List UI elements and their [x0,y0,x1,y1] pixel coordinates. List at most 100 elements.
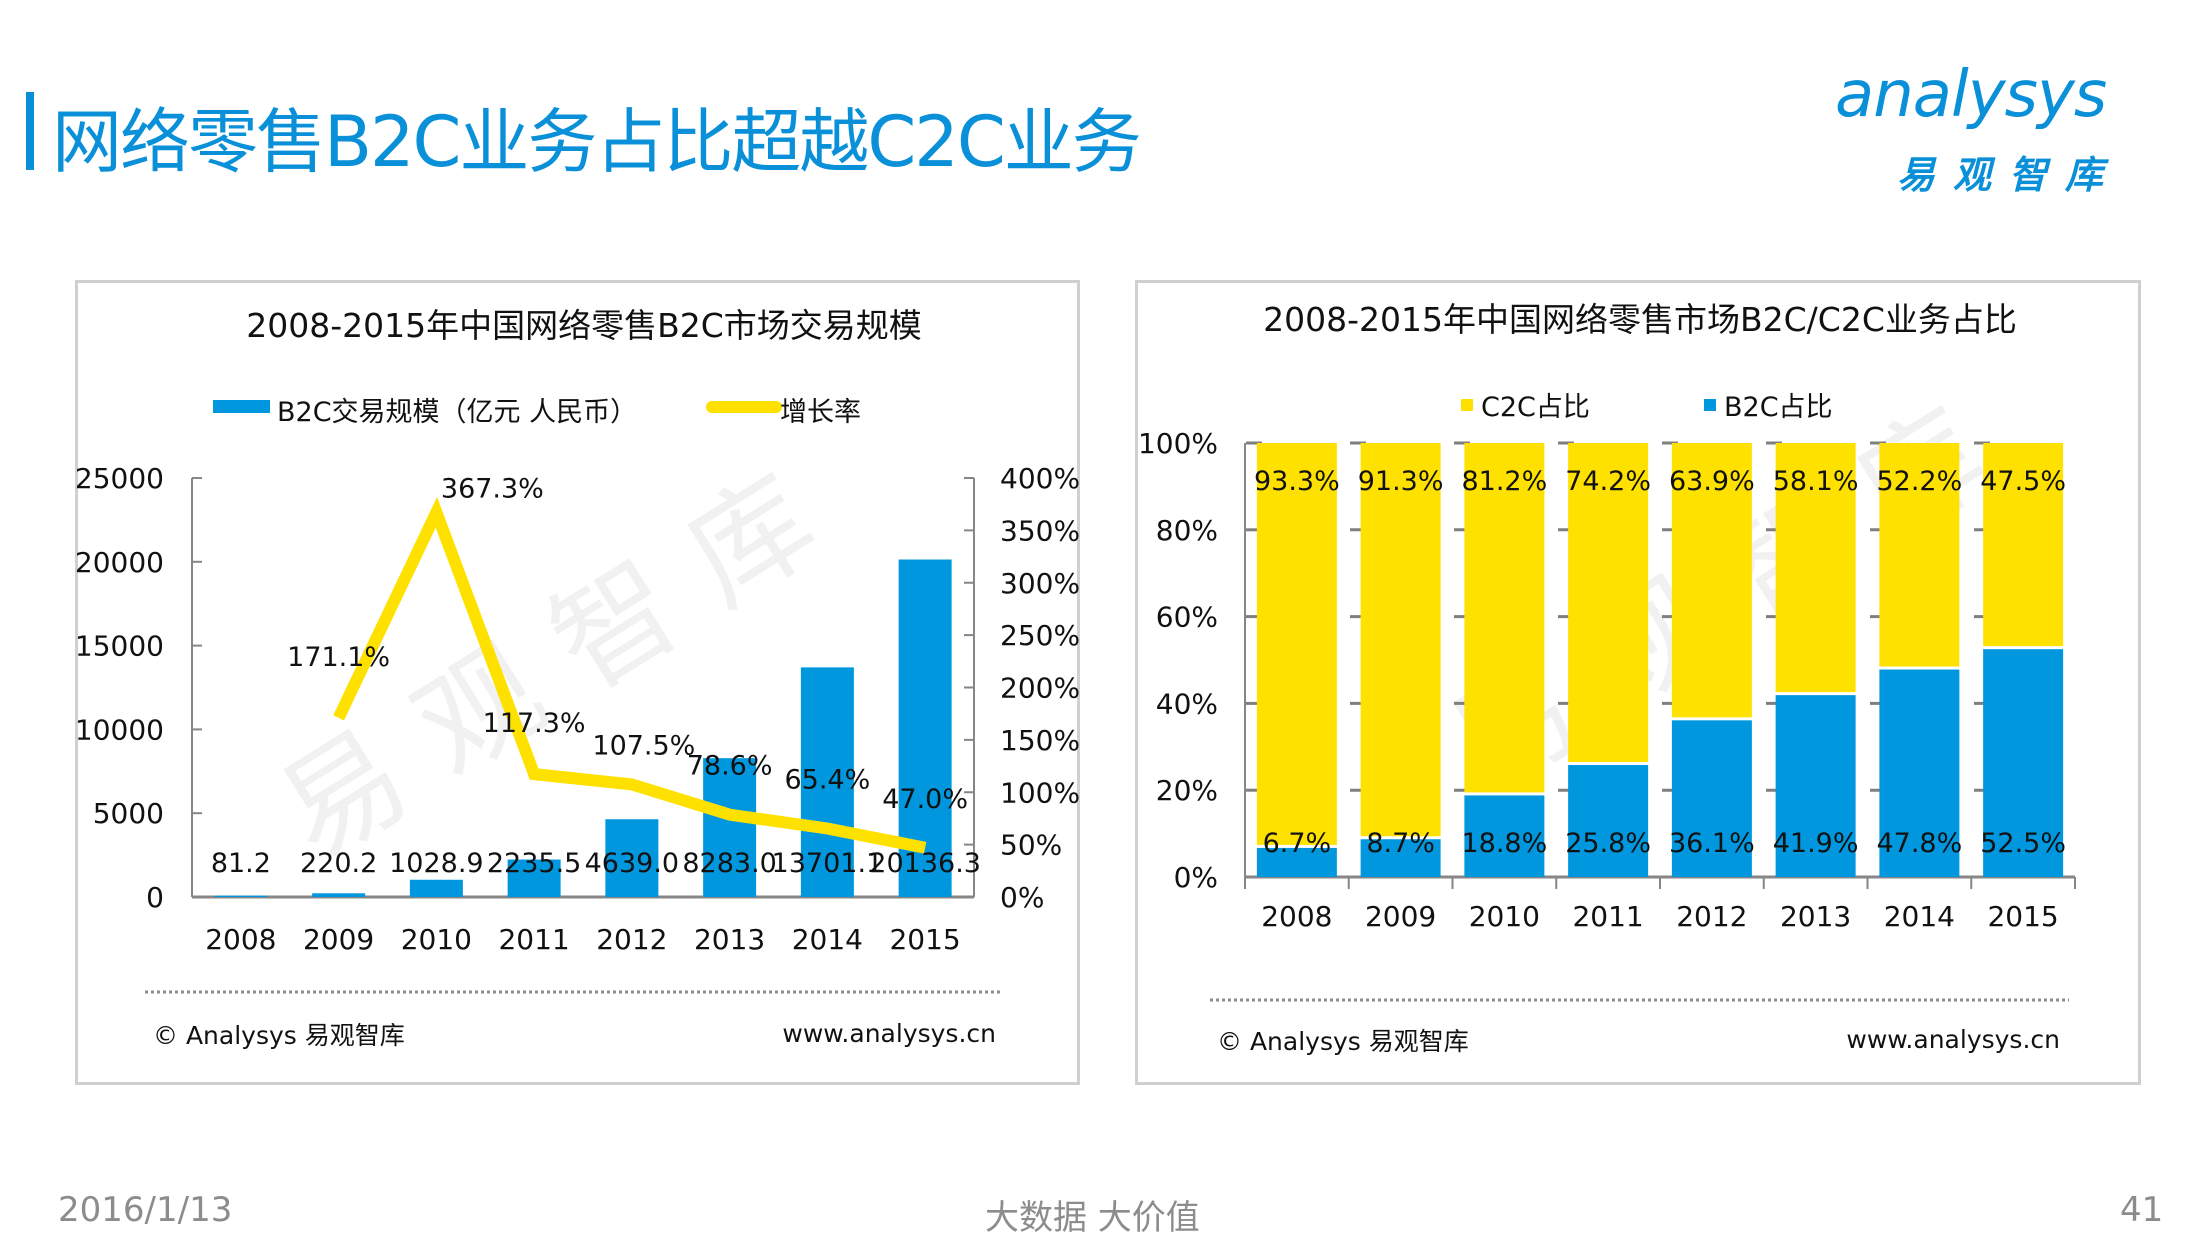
bar-data-label: 2235.5 [487,848,581,879]
b2c-data-label: 36.1% [1669,828,1755,859]
right-tick-label: 350% [1000,514,1080,547]
bar-b2c-2015 [1983,649,2064,877]
source-label: © Analysys 易观智库 [1217,1027,1469,1056]
bar-b2c-2012 [1671,720,1752,877]
bar-2011 [507,859,561,897]
bar-c2c-2013 [1775,443,1856,693]
source-url: www.analysys.cn [782,1019,996,1048]
source-label: © Analysys 易观智库 [153,1021,405,1050]
right-tick-label: 50% [1000,829,1062,862]
right-tick-label: 250% [1000,619,1080,652]
bar-data-label: 4639.0 [585,848,679,879]
line-data-label: 107.5% [592,730,695,761]
title-accent-bar [26,92,34,170]
c2c-data-label: 47.5% [1980,466,2066,497]
bar-c2c-2008 [1256,443,1337,845]
b2c-c2c-share-chart-panel [1135,280,2141,1085]
legend-label-line: 增长率 [780,397,861,428]
bar-data-label: 1028.9 [389,848,483,879]
x-tick-label: 2011 [498,923,569,956]
c2c-data-label: 91.3% [1358,466,1444,497]
left-tick-label: 15000 [75,630,164,663]
c2c-data-label: 81.2% [1461,466,1547,497]
x-tick-label: 2008 [205,923,276,956]
x-tick-label: 2013 [1780,900,1851,933]
bar-b2c-2009 [1360,839,1441,877]
c2c-data-label: 58.1% [1773,466,1859,497]
line-data-label: 47.0% [882,784,968,815]
page-title: 网络零售B2C业务占比超越C2C业务 [52,101,1142,183]
x-tick-label: 2011 [1572,900,1643,933]
left-tick-label: 0 [146,881,164,914]
legend-label-bar: B2C交易规模（亿元 人民币） [277,397,637,428]
bar-2013 [703,758,757,897]
right-tick-label: 400% [1000,462,1080,495]
right-tick-label: 200% [1000,672,1080,705]
bar-2014 [800,667,854,897]
bar-b2c-2010 [1464,795,1545,877]
line-data-label: 367.3% [441,473,544,504]
line-data-label: 171.1% [287,642,390,673]
bar-b2c-2011 [1568,765,1649,877]
bar-data-label: 8283.0 [682,848,776,879]
logo-chinese: 易观智库 [1897,153,2122,197]
x-tick-label: 2009 [303,923,374,956]
bar-b2c-2013 [1775,695,1856,877]
right-tick-label: 150% [1000,724,1080,757]
right-tick-label: 0% [1000,881,1044,914]
footer-date: 2016/1/13 [58,1190,233,1230]
bar-c2c-2015 [1983,443,2064,647]
b2c-data-label: 25.8% [1565,828,1651,859]
c2c-data-label: 74.2% [1565,466,1651,497]
source-url: www.analysys.cn [1846,1025,2060,1054]
y-tick-label: 100% [1138,427,1218,460]
bar-data-label: 20136.3 [869,848,981,879]
legend-swatch-bar [213,400,270,413]
left-tick-label: 20000 [75,546,164,579]
x-tick-label: 2015 [889,923,960,956]
bar-2012 [605,819,659,897]
b2c-data-label: 41.9% [1773,828,1859,859]
c2c-data-label: 63.9% [1669,466,1755,497]
analysys-logo: analysys 易观智库 [1835,58,2155,198]
legend-swatch-b2c [1704,399,1716,411]
y-tick-label: 0% [1174,861,1218,894]
bar-data-label: 81.2 [211,848,271,879]
y-tick-label: 20% [1156,774,1218,807]
b2c-data-label: 47.8% [1876,828,1962,859]
bar-2009 [312,893,366,897]
y-tick-label: 60% [1156,601,1218,634]
b2c-data-label: 18.8% [1461,828,1547,859]
legend-label-b2c: B2C占比 [1724,392,1833,423]
chart-title: 2008-2015年中国网络零售B2C市场交易规模 [246,306,922,345]
b2c-data-label: 6.7% [1263,828,1332,859]
legend-swatch-c2c [1461,399,1473,411]
y-tick-label: 40% [1156,687,1218,720]
line-data-label: 65.4% [784,764,870,795]
bar-c2c-2014 [1879,443,1960,667]
x-tick-label: 2009 [1365,900,1436,933]
right-tick-label: 100% [1000,776,1080,809]
x-tick-label: 2013 [694,923,765,956]
left-tick-label: 25000 [75,462,164,495]
b2c-data-label: 52.5% [1980,828,2066,859]
bar-c2c-2010 [1464,443,1545,793]
bar-c2c-2009 [1360,443,1441,837]
page-number: 41 [2120,1190,2164,1230]
bar-c2c-2012 [1671,443,1752,718]
bar-2010 [409,879,463,897]
chart-title: 2008-2015年中国网络零售市场B2C/C2C业务占比 [1263,300,2017,339]
bar-data-label: 13701.1 [772,848,884,879]
logo-wordmark: analysys [1835,58,2107,132]
c2c-data-label: 52.2% [1876,466,1962,497]
bar-data-label: 220.2 [300,848,377,879]
left-tick-label: 10000 [75,713,164,746]
b2c-scale-chart-panel [75,280,1080,1085]
bar-2008 [214,895,268,897]
c2c-data-label: 93.3% [1254,466,1340,497]
x-tick-label: 2015 [1987,900,2058,933]
bar-c2c-2011 [1568,443,1649,763]
bar-b2c-2014 [1879,669,1960,877]
x-tick-label: 2010 [1469,900,1540,933]
